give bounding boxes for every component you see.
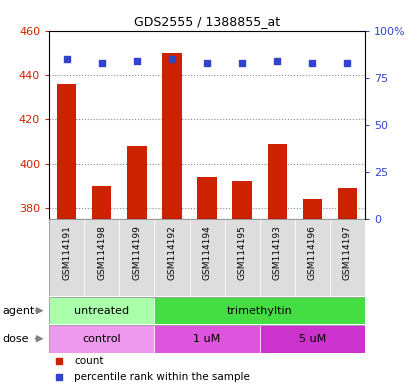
Bar <box>127 146 146 219</box>
Text: count: count <box>74 356 104 366</box>
Bar <box>224 219 259 296</box>
Point <box>63 56 70 62</box>
Text: GSM114196: GSM114196 <box>307 225 316 280</box>
Bar <box>302 199 321 219</box>
Text: percentile rank within the sample: percentile rank within the sample <box>74 372 250 382</box>
Bar <box>267 144 286 219</box>
Text: GSM114194: GSM114194 <box>202 225 211 280</box>
Text: trimethyltin: trimethyltin <box>226 306 292 316</box>
Point <box>343 60 350 66</box>
Bar <box>259 219 294 296</box>
Text: dose: dose <box>2 334 29 344</box>
Text: GSM114195: GSM114195 <box>237 225 246 280</box>
Text: untreated: untreated <box>74 306 129 316</box>
Point <box>98 60 105 66</box>
Text: control: control <box>82 334 121 344</box>
Bar <box>154 219 189 296</box>
Bar <box>49 325 154 353</box>
Bar <box>154 297 364 324</box>
Point <box>289 177 296 183</box>
Text: GSM114199: GSM114199 <box>132 225 141 280</box>
Text: GSM114198: GSM114198 <box>97 225 106 280</box>
Text: GSM114192: GSM114192 <box>167 225 176 280</box>
Point <box>133 58 140 64</box>
Bar <box>49 297 154 324</box>
Point <box>203 60 210 66</box>
Bar <box>154 325 259 353</box>
Title: GDS2555 / 1388855_at: GDS2555 / 1388855_at <box>134 15 279 28</box>
Bar <box>92 186 111 219</box>
Text: GSM114191: GSM114191 <box>62 225 71 280</box>
Bar <box>119 219 154 296</box>
Text: 5 uM: 5 uM <box>298 334 325 344</box>
Bar <box>162 53 181 219</box>
Point <box>168 56 175 62</box>
Bar <box>189 219 224 296</box>
Bar <box>232 181 251 219</box>
Bar <box>329 219 364 296</box>
Point <box>289 315 296 321</box>
Point <box>273 58 280 64</box>
Point <box>308 60 315 66</box>
Text: GSM114193: GSM114193 <box>272 225 281 280</box>
Text: 1 uM: 1 uM <box>193 334 220 344</box>
Bar <box>337 188 356 219</box>
Bar <box>197 177 216 219</box>
Bar <box>49 219 84 296</box>
Text: agent: agent <box>2 306 34 316</box>
Point <box>238 60 245 66</box>
Bar <box>57 84 76 219</box>
Bar <box>294 219 329 296</box>
Bar <box>84 219 119 296</box>
Text: GSM114197: GSM114197 <box>342 225 351 280</box>
Bar <box>259 325 364 353</box>
